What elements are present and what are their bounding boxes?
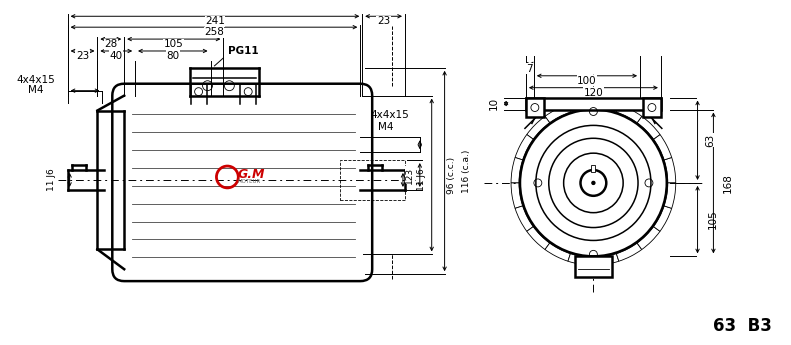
Wedge shape [568,254,593,265]
Text: 23: 23 [377,16,390,26]
Bar [592,165,596,172]
Wedge shape [527,227,550,249]
Wedge shape [515,135,533,160]
Text: 11 J6: 11 J6 [417,169,426,191]
Bar [526,98,543,117]
Text: 40: 40 [110,51,123,61]
Text: 28: 28 [104,39,117,49]
Text: 258: 258 [204,27,224,37]
Bar [340,160,405,200]
Wedge shape [616,105,642,123]
Text: 7: 7 [527,64,533,74]
Wedge shape [545,105,570,123]
Text: 80: 80 [166,51,180,61]
Wedge shape [515,206,533,231]
Circle shape [648,104,656,111]
Text: 100: 100 [577,76,596,86]
Wedge shape [637,227,660,249]
Text: 96 (c.c.): 96 (c.c.) [447,156,456,194]
Wedge shape [653,206,672,231]
Wedge shape [593,101,619,112]
Text: M4: M4 [28,85,44,95]
Bar [574,256,612,277]
Text: 123: 123 [405,166,414,184]
Wedge shape [545,243,570,261]
Text: 120: 120 [584,88,604,98]
Wedge shape [527,116,550,139]
Wedge shape [593,254,619,265]
Text: 105: 105 [164,39,184,49]
Text: 63  B3: 63 B3 [713,317,772,335]
Circle shape [520,109,667,256]
Wedge shape [511,157,523,183]
Circle shape [531,104,539,111]
Text: 10: 10 [489,97,499,110]
Text: 4x4x15: 4x4x15 [17,75,55,85]
Text: 241: 241 [205,16,225,26]
FancyBboxPatch shape [112,84,373,281]
Text: MOTEUR: MOTEUR [237,179,260,185]
Text: 116 (c.a.): 116 (c.a.) [462,149,471,193]
Text: 105: 105 [707,210,717,229]
Wedge shape [637,116,660,139]
Wedge shape [616,243,642,261]
Bar [526,98,660,109]
Wedge shape [664,183,676,208]
Text: 63: 63 [706,134,715,147]
Text: PG11: PG11 [229,46,259,56]
Circle shape [592,181,595,185]
Wedge shape [511,183,523,208]
Text: 168: 168 [723,173,733,193]
Text: M4: M4 [378,122,394,132]
Bar [643,98,660,117]
Text: G.M: G.M [237,168,265,181]
Wedge shape [653,135,672,160]
Text: 4x4x15: 4x4x15 [370,110,409,120]
Wedge shape [568,101,593,112]
Wedge shape [664,157,676,183]
Text: 23: 23 [76,51,89,61]
Text: 11 J6: 11 J6 [47,169,55,191]
Circle shape [581,170,606,196]
